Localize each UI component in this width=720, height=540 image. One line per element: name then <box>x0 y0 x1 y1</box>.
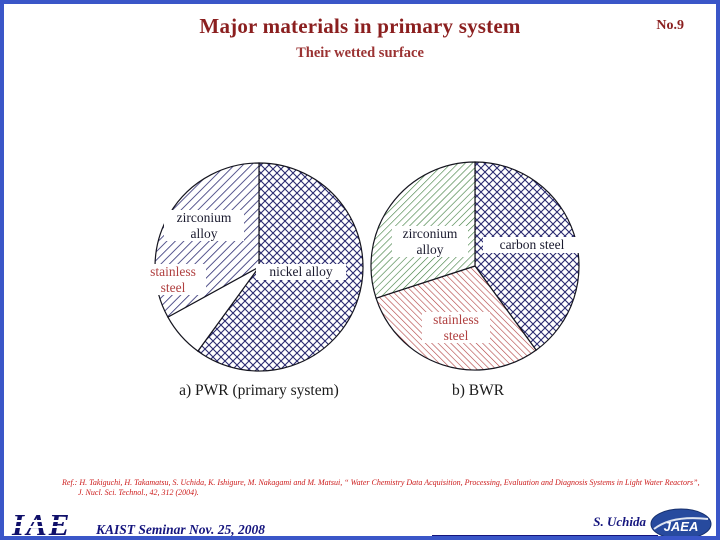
signature-line: S. Uchida <box>432 514 658 536</box>
bwr-carbon-steel-label: carbon steel <box>483 237 581 253</box>
reference-line1: Ref.: H. Takiguchi, H. Takamatsu, S. Uch… <box>62 478 700 487</box>
page-subtitle: Their wetted surface <box>296 45 424 61</box>
iae-logo: IAE <box>10 507 94 540</box>
iae-logo-stripe <box>10 526 94 528</box>
bwr-zirconium-alloy-label: zirconium alloy <box>392 226 468 257</box>
iae-logo-text: IAE <box>11 507 71 540</box>
pwr-caption: a) PWR (primary system) <box>179 382 339 399</box>
iae-logo-stripe <box>10 520 94 522</box>
reference-line2: J. Nucl. Sci. Technol., 42, 312 (2004). <box>78 488 199 497</box>
pwr-zirconium-alloy-label: zirconium alloy <box>164 210 244 241</box>
jaea-logo-text: JAEA <box>664 519 699 534</box>
bwr-caption: b) BWR <box>451 382 505 399</box>
jaea-logo-swoosh <box>653 517 709 530</box>
bwr-stainless-steel-label: stainless steel <box>422 312 490 343</box>
author-name: S. Uchida <box>593 514 646 529</box>
page-title: Major materials in primary system <box>199 14 521 38</box>
jaea-logo: JAEA <box>650 508 712 536</box>
pwr-nickel-alloy-label: nickel alloy <box>256 264 346 280</box>
seminar-title-date: KAIST Seminar Nov. 25, 2008 <box>96 522 266 537</box>
pie-slice-carbon-steel <box>474 161 580 351</box>
reference-citation: Ref.: H. Takiguchi, H. Takamatsu, S. Uch… <box>62 478 714 498</box>
pwr-stainless-steel-label: stainless steel <box>140 264 206 295</box>
slide-number: No.9 <box>656 18 684 33</box>
